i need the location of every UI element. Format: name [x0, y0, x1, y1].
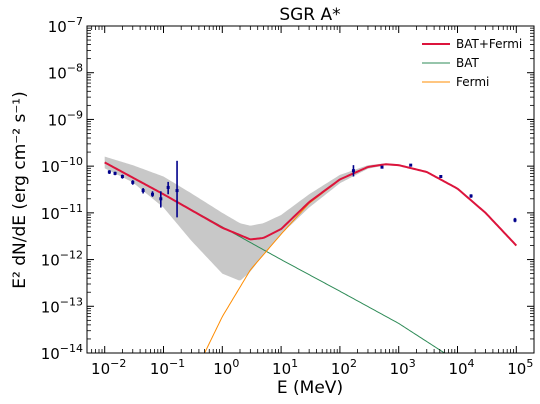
y-axis-label: E² dN/dE (erg cm⁻² s⁻¹)	[10, 91, 30, 288]
x-axis-label: E (MeV)	[277, 378, 343, 398]
legend-label: BAT+Fermi	[456, 37, 522, 51]
legend-label: BAT	[456, 56, 480, 70]
x-tick-label: 10−1	[150, 357, 185, 378]
x-tick-label: 104	[448, 357, 474, 378]
y-tick-label: 10−13	[41, 295, 83, 316]
data-marker	[113, 171, 117, 175]
data-marker	[120, 175, 124, 179]
data-point	[113, 171, 117, 176]
data-point	[150, 191, 154, 197]
legend-entry: Fermi	[422, 75, 489, 89]
data-point	[380, 165, 384, 169]
data-point	[159, 191, 163, 208]
data-marker	[439, 175, 443, 179]
legend-entry: BAT	[422, 56, 480, 70]
legend: BAT+Fermi BAT Fermi	[422, 37, 522, 89]
data-marker	[107, 170, 111, 174]
data-marker	[166, 185, 170, 189]
x-tick-label: 100	[213, 357, 239, 378]
data-point	[439, 175, 443, 179]
x-tick-label: 103	[390, 357, 416, 378]
data-point	[141, 188, 145, 194]
data-point	[409, 163, 413, 167]
plot-frame	[86, 25, 535, 354]
y-tick-label: 10−14	[41, 342, 83, 363]
data-point	[469, 194, 473, 198]
data-marker	[380, 165, 384, 169]
data-marker	[141, 189, 145, 193]
x-tick-label: 101	[272, 357, 298, 378]
y-tick-label: 10−11	[41, 202, 83, 223]
y-tick-label: 10−7	[48, 15, 83, 36]
data-point	[351, 165, 355, 177]
data-marker	[175, 189, 179, 193]
x-tick-label: 10−2	[91, 357, 126, 378]
data-marker	[469, 194, 473, 198]
uncertainty-band	[104, 156, 399, 281]
chart-title: SGR A*	[279, 5, 340, 25]
plot-content	[104, 156, 518, 353]
y-tick-label: 10−8	[48, 62, 83, 83]
axis-ticks: 10−2 10−1 100 101 102 103 104 105 10−14 10−13 10−1…	[41, 15, 534, 378]
data-point	[513, 217, 517, 223]
y-tick-label: 10−10	[41, 155, 83, 176]
data-marker	[131, 180, 135, 184]
data-point	[131, 180, 135, 185]
series-line-bat-fermi	[104, 161, 518, 247]
data-point	[107, 170, 111, 174]
plot-area	[104, 156, 518, 353]
y-tick-label: 10−9	[48, 108, 83, 129]
legend-entry: BAT+Fermi	[422, 37, 522, 51]
data-point	[120, 174, 124, 179]
data-marker	[409, 163, 413, 167]
data-point	[175, 160, 179, 218]
data-marker	[351, 169, 355, 173]
data-marker	[513, 218, 517, 222]
y-tick-label: 10−12	[41, 249, 83, 270]
data-marker	[150, 192, 154, 196]
x-tick-label: 105	[507, 357, 533, 378]
data-point	[166, 181, 170, 195]
x-tick-label: 102	[331, 357, 357, 378]
data-marker	[159, 197, 163, 201]
legend-label: Fermi	[456, 75, 489, 89]
